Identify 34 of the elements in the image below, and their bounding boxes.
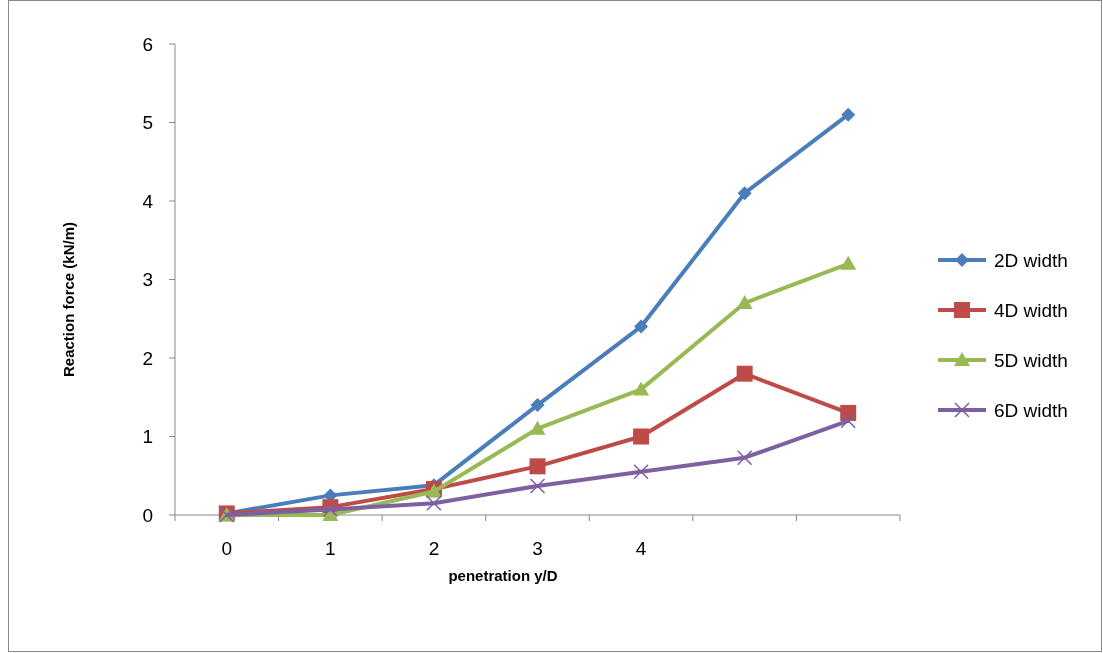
x-tick-label: 2 (428, 538, 440, 559)
point (840, 413, 856, 429)
point (529, 420, 546, 435)
legend-label: 5D width (994, 349, 1068, 371)
point (633, 381, 650, 396)
legend-label: 4D width (994, 299, 1068, 321)
point (736, 365, 753, 382)
x-axis-title: penetration y/D (448, 567, 558, 584)
y-tick-label: 2 (142, 347, 153, 369)
legend-label: 6D width (994, 399, 1068, 421)
x-tick-label: 4 (635, 538, 647, 559)
point (840, 255, 857, 270)
point (633, 428, 650, 445)
point (736, 295, 753, 310)
x-tick-label: 3 (532, 538, 543, 559)
point (736, 449, 753, 466)
point (737, 186, 752, 201)
y-tick-label: 3 (142, 269, 153, 291)
point (529, 458, 546, 475)
y-tick-label: 4 (142, 190, 154, 212)
y-tick-label: 1 (142, 426, 153, 448)
y-axis-title: Reaction force (kN/m) (60, 221, 77, 378)
x-tick-label: 0 (221, 538, 233, 559)
point (841, 107, 856, 122)
point (530, 398, 545, 413)
point (529, 478, 546, 494)
y-tick-label: 6 (142, 33, 153, 55)
x-tick-label: 1 (325, 538, 336, 559)
point (633, 464, 649, 480)
y-tick-label: 0 (142, 504, 153, 526)
legend-label: 2D width (994, 249, 1068, 271)
point (634, 319, 649, 334)
point (426, 495, 442, 511)
y-tick-label: 5 (142, 112, 153, 134)
